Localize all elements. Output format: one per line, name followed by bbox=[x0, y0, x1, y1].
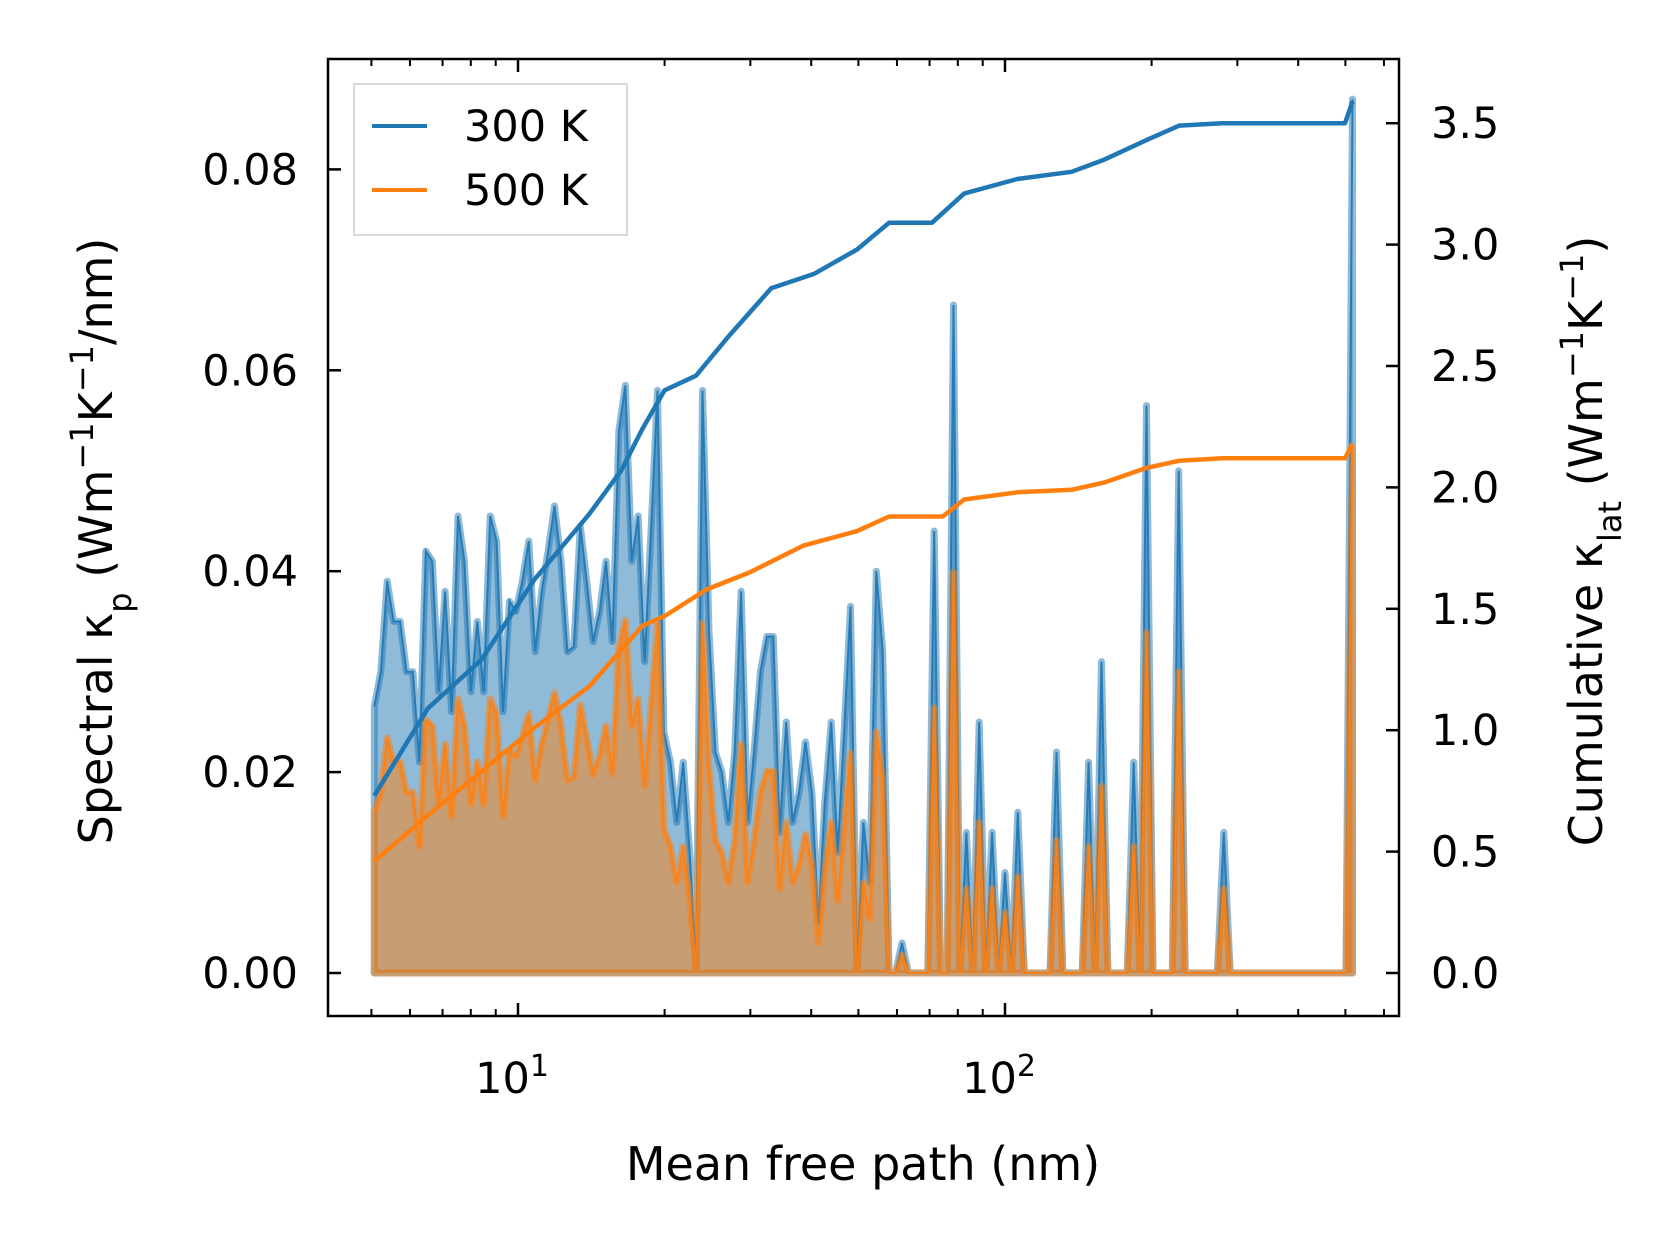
y-axis-label-right: Cumulative κlat (Wm−1K−1) bbox=[1553, 236, 1629, 847]
y-left-tick-label: 0.02 bbox=[202, 748, 298, 798]
y-right-tick-label: 1.5 bbox=[1431, 585, 1499, 635]
y-axis-label-left: Spectral κp (Wm−1K−1/nm) bbox=[63, 238, 139, 845]
legend: 300 K 500 K bbox=[353, 83, 628, 236]
plot-area bbox=[370, 95, 1356, 977]
x-tick-labels: 101 102 bbox=[475, 1049, 1036, 1105]
cumulative-line-300k bbox=[372, 100, 1355, 797]
y-right-tick-label: 0.5 bbox=[1431, 828, 1499, 878]
y-right-tick-label: 1.0 bbox=[1431, 706, 1499, 756]
legend-label-300k: 300 K bbox=[464, 102, 590, 152]
y-left-tick-label: 0.06 bbox=[202, 346, 298, 396]
y-right-tick-label: 3.5 bbox=[1431, 99, 1499, 149]
cumulative-line-500k bbox=[372, 442, 1355, 864]
y-right-tick-label: 2.0 bbox=[1431, 463, 1499, 513]
x-axis-label: Mean free path (nm) bbox=[626, 1137, 1100, 1191]
y-left-tick-label: 0.04 bbox=[202, 547, 298, 597]
spectral-line-500k bbox=[373, 448, 1354, 974]
y-left-tick-label: 0.00 bbox=[202, 949, 298, 999]
y-right-tick-label: 2.5 bbox=[1431, 342, 1499, 392]
x-tick-label: 101 bbox=[475, 1049, 549, 1105]
y-right-tick-labels: 0.0 0.5 1.0 1.5 2.0 2.5 3.0 3.5 bbox=[1431, 99, 1499, 999]
y-left-tick-label: 0.08 bbox=[202, 145, 298, 195]
axes-frame bbox=[326, 57, 1401, 1018]
x-tick-label: 102 bbox=[962, 1049, 1036, 1105]
y-right-tick-label: 3.0 bbox=[1431, 221, 1499, 271]
y-right-tick-label: 0.0 bbox=[1431, 949, 1499, 999]
legend-box bbox=[353, 83, 628, 236]
y-left-tick-labels: 0.00 0.02 0.04 0.06 0.08 bbox=[202, 145, 298, 999]
legend-label-500k: 500 K bbox=[464, 166, 590, 216]
